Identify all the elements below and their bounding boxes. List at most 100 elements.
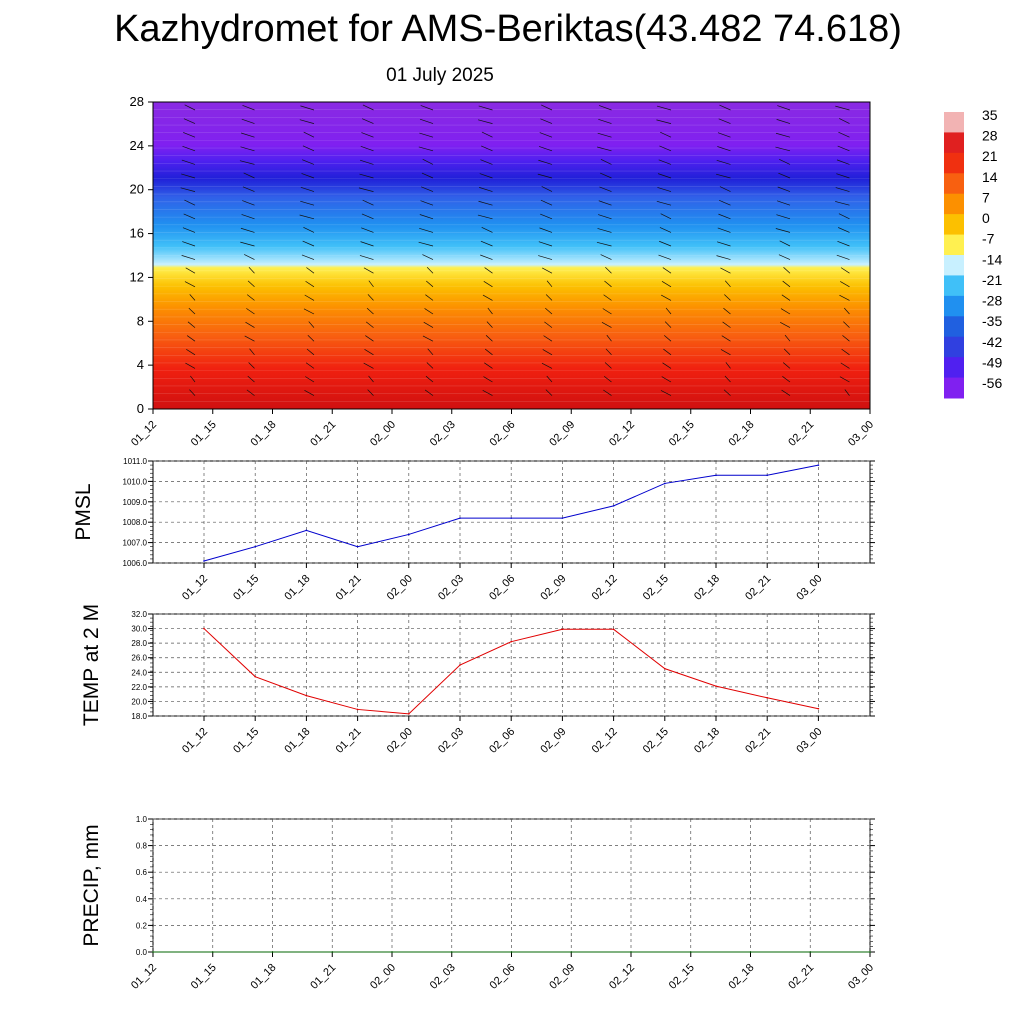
wind-barb xyxy=(721,335,731,342)
wind-barb xyxy=(836,173,850,179)
wind-barb xyxy=(481,227,493,233)
x-tick-label: 03_00 xyxy=(846,962,876,992)
wind-barb xyxy=(539,227,553,233)
y-tick-label: 8 xyxy=(137,313,144,328)
x-tick-label: 02_15 xyxy=(667,962,697,992)
wind-barb xyxy=(843,307,850,315)
x-tick-label: 02_03 xyxy=(428,962,458,992)
wind-barb xyxy=(840,362,850,369)
wind-barb xyxy=(538,255,553,260)
wind-barb xyxy=(716,160,731,165)
wind-barb xyxy=(239,160,255,165)
wind-barb xyxy=(478,119,493,124)
y-tick-label: 0.0 xyxy=(136,948,148,957)
colorbar-swatch xyxy=(944,275,964,297)
x-tick-label: 03_00 xyxy=(794,726,824,756)
wind-barb xyxy=(546,375,553,383)
wind-barb xyxy=(782,376,791,383)
colorbar-swatch xyxy=(944,316,964,338)
wind-barb xyxy=(308,321,315,328)
wind-barb xyxy=(538,159,553,165)
wind-barb xyxy=(543,335,553,342)
y-tick-label: 22.0 xyxy=(131,683,147,692)
wind-barb xyxy=(360,146,374,152)
wind-barb xyxy=(784,334,791,342)
x-tick-label: 02_18 xyxy=(692,573,722,603)
wind-barb xyxy=(839,118,850,124)
y-tick-label: 1011.0 xyxy=(123,457,147,466)
colorbar-swatch xyxy=(944,336,964,358)
colorbar-label: -21 xyxy=(982,272,1002,288)
wind-barb xyxy=(304,294,315,301)
data-point xyxy=(612,628,615,631)
wind-barb xyxy=(300,105,315,111)
data-point xyxy=(809,951,812,953)
colorbar-label: 21 xyxy=(982,148,998,164)
y-tick-label: 24.0 xyxy=(131,668,147,677)
wind-barb xyxy=(539,132,553,138)
y-tick-label: 0.2 xyxy=(136,921,148,930)
wind-barb xyxy=(719,104,731,111)
wind-barb xyxy=(244,254,255,260)
wind-barb xyxy=(781,389,791,396)
x-tick-label: 01_21 xyxy=(308,962,338,992)
wind-barb xyxy=(487,307,493,315)
data-point xyxy=(254,545,256,548)
colorbar-label: -42 xyxy=(982,334,1002,350)
wind-barb xyxy=(544,321,553,328)
colorbar-swatch xyxy=(944,132,964,154)
wind-barb xyxy=(426,362,434,369)
wind-barb xyxy=(661,376,672,383)
wind-barb xyxy=(603,389,612,396)
x-tick-label: 02_09 xyxy=(547,962,577,992)
wind-barb xyxy=(181,173,196,179)
data-point xyxy=(203,560,205,562)
wind-barb xyxy=(778,254,791,260)
x-tick-label: 01_12 xyxy=(180,726,210,756)
y-tick-label: 1010.0 xyxy=(123,477,148,486)
x-tick-label: 01_21 xyxy=(308,419,338,449)
wind-barb xyxy=(598,200,612,206)
wind-barb xyxy=(717,227,731,233)
wind-barb xyxy=(598,105,612,111)
x-tick-label: 01_15 xyxy=(189,419,219,449)
wind-barb xyxy=(364,349,374,356)
x-tick-label: 03_00 xyxy=(846,419,876,449)
colorbar-label: -28 xyxy=(982,293,1002,309)
wind-barb xyxy=(781,294,791,301)
colorbar-legend: 35 28 21 14 7 0 -7 -14 -21 -28 -35 -42 -49 -56 xyxy=(944,107,1002,399)
wind-barb xyxy=(839,376,850,383)
wind-barb xyxy=(359,173,374,179)
wind-barb xyxy=(540,213,553,220)
data-point xyxy=(356,545,359,548)
wind-barb xyxy=(600,158,612,165)
x-tick-label: 02_12 xyxy=(590,573,620,603)
wind-barb xyxy=(482,294,493,301)
heatmap-field xyxy=(153,102,870,409)
data-point xyxy=(766,696,768,699)
x-tick-label: 01_15 xyxy=(189,962,219,992)
wind-barb xyxy=(724,375,731,383)
y-tick-label: 0.4 xyxy=(136,895,148,904)
wind-barb xyxy=(783,362,791,369)
colorbar-swatch xyxy=(944,152,964,174)
wind-barb xyxy=(368,280,374,288)
wind-barb xyxy=(423,321,434,328)
wind-barb xyxy=(240,146,255,152)
wind-barb xyxy=(305,376,315,383)
colorbar-swatch xyxy=(944,112,964,133)
wind-barb xyxy=(603,375,612,383)
wind-barb xyxy=(720,267,731,274)
colorbar-label: 0 xyxy=(982,210,990,226)
wind-barb xyxy=(479,187,493,192)
x-tick-label: 01_15 xyxy=(231,573,261,603)
wind-barb xyxy=(779,240,791,247)
wind-barb xyxy=(541,186,553,192)
wind-barb xyxy=(247,280,255,288)
wind-barb xyxy=(840,281,850,288)
wind-barb xyxy=(303,226,315,233)
y-tick-label: 1008.0 xyxy=(123,518,148,527)
wind-barb xyxy=(480,240,493,247)
wind-barb xyxy=(843,321,850,328)
wind-barb xyxy=(307,335,315,342)
